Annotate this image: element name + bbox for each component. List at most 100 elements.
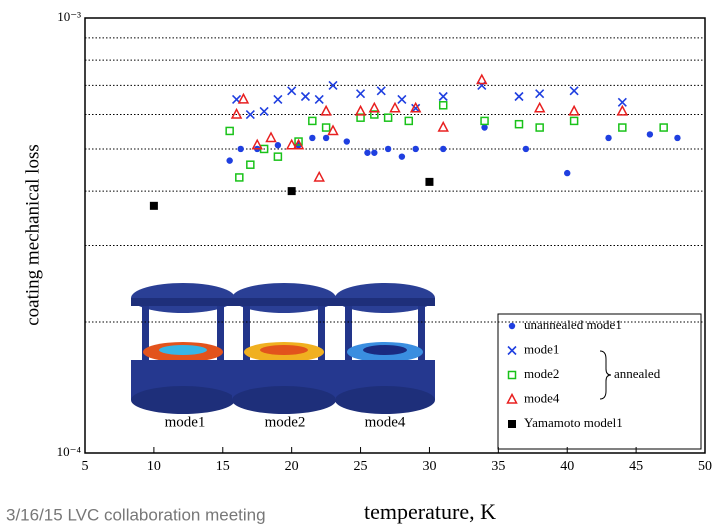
legend-label: mode4 <box>524 390 560 405</box>
x-tick-label: 30 <box>422 459 436 474</box>
data-point <box>371 149 378 156</box>
image-label: mode4 <box>365 414 406 430</box>
data-point <box>237 92 250 104</box>
data-point <box>294 137 303 146</box>
data-point <box>569 86 579 96</box>
data-point <box>308 116 317 126</box>
data-point <box>320 104 332 116</box>
model-image <box>131 283 235 414</box>
legend-group-label: annealed <box>614 366 661 381</box>
model-image <box>232 283 336 414</box>
data-point <box>404 116 414 126</box>
data-point <box>412 145 419 153</box>
data-point <box>285 138 298 150</box>
data-point <box>437 120 449 132</box>
x-tick-label: 10 <box>147 459 161 474</box>
data-point <box>314 94 324 104</box>
data-point <box>287 187 296 196</box>
data-point <box>480 116 489 126</box>
data-point <box>364 149 371 156</box>
data-point <box>370 110 379 119</box>
data-point <box>438 91 448 102</box>
image-label: mode2 <box>265 414 306 430</box>
data-point <box>327 124 339 136</box>
legend-marker <box>508 420 516 428</box>
data-point <box>568 104 580 116</box>
y-axis-label: coating mechanical loss <box>22 144 43 326</box>
data-point <box>438 101 448 110</box>
data-point <box>265 131 277 143</box>
data-point <box>605 134 612 142</box>
data-point <box>618 123 627 132</box>
x-tick-label: 15 <box>216 459 230 474</box>
data-point <box>245 109 255 120</box>
data-point <box>287 86 297 96</box>
legend-marker <box>507 345 517 356</box>
data-point <box>397 94 407 104</box>
data-point <box>273 94 283 104</box>
legend-marker <box>506 392 518 404</box>
data-point <box>237 145 244 153</box>
x-tick-label: 40 <box>560 459 574 474</box>
data-point <box>659 123 668 132</box>
legend-marker <box>507 370 517 380</box>
data-point <box>477 80 487 90</box>
data-point <box>535 89 545 99</box>
model-image <box>335 283 435 414</box>
data-point <box>273 152 283 161</box>
data-point <box>476 73 488 85</box>
data-point <box>535 123 544 132</box>
data-point <box>309 134 316 142</box>
legend-brace <box>599 350 612 400</box>
data-point <box>251 138 263 150</box>
data-point <box>300 91 311 102</box>
data-point <box>259 106 269 116</box>
x-tick-label: 50 <box>698 459 712 474</box>
data-point <box>646 131 654 138</box>
data-point <box>389 101 401 113</box>
data-point <box>425 177 434 186</box>
data-point <box>292 138 305 150</box>
x-tick-label: 25 <box>354 459 368 474</box>
y-tick-label: 10⁻³ <box>57 9 81 24</box>
x-axis-label: temperature, K <box>364 499 496 524</box>
data-point <box>226 157 233 164</box>
x-tick-label: 5 <box>82 459 89 474</box>
x-tick-label: 45 <box>629 459 643 474</box>
data-point <box>343 138 350 145</box>
data-point <box>368 101 381 113</box>
data-point <box>398 153 406 160</box>
data-point <box>376 86 386 96</box>
data-point <box>617 97 627 107</box>
data-point <box>322 134 330 142</box>
data-point <box>383 113 393 122</box>
x-tick-label: 35 <box>491 459 505 474</box>
x-tick-label: 20 <box>285 459 299 474</box>
data-point <box>384 145 392 153</box>
data-point <box>355 89 366 99</box>
data-point <box>328 80 338 90</box>
data-point <box>674 134 681 142</box>
data-point <box>354 104 367 116</box>
data-point <box>522 145 530 153</box>
legend-label: mode1 <box>524 341 559 356</box>
legend-label: mode2 <box>524 366 559 381</box>
data-point <box>235 173 244 182</box>
data-point <box>481 124 488 131</box>
data-point <box>514 91 524 102</box>
model-images <box>131 283 435 414</box>
data-point <box>246 160 255 169</box>
data-point <box>274 142 282 149</box>
data-point <box>616 104 629 116</box>
data-point <box>230 107 243 119</box>
data-point <box>313 170 325 182</box>
data-point <box>440 145 447 153</box>
data-point <box>225 126 234 136</box>
data-point <box>569 116 579 126</box>
data-point <box>564 169 571 177</box>
data-point <box>409 101 422 113</box>
data-point <box>514 119 524 129</box>
legend-box <box>497 313 702 450</box>
